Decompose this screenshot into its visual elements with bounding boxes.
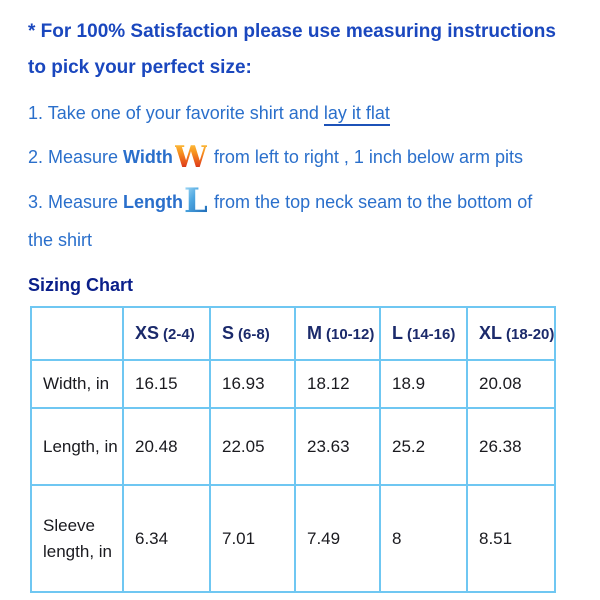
heading-line-2: to pick your perfect size: — [28, 57, 252, 78]
table-cell: 26.38 — [466, 407, 556, 486]
step-1-text: 1. Take one of your favorite shirt and — [28, 103, 324, 123]
table-cell: 20.08 — [466, 359, 556, 409]
table-cell: 16.15 — [122, 359, 211, 409]
table-cell: 7.49 — [294, 484, 381, 593]
length-l-icon: L — [184, 181, 209, 222]
size-label: XS — [135, 323, 160, 343]
sizing-chart-table: XS (2-4) S (6-8) M (10-12) L (14-16) XL (18-2… — [30, 306, 556, 593]
lay-it-flat-underlined-text: lay it flat — [323, 103, 390, 126]
table-cell: 25.2 — [379, 407, 468, 486]
step-3-text-suffix: from the top neck seam to the bottom of — [209, 192, 533, 212]
column-header-l: L (14-16) — [379, 306, 468, 361]
table-cell: 6.34 — [122, 484, 211, 593]
width-keyword: Width — [123, 147, 173, 167]
heading-line-1: * For 100% Satisfaction please use measu… — [28, 21, 556, 42]
table-cell: 22.05 — [209, 407, 296, 486]
size-range: (6-8) — [238, 326, 270, 343]
row-label-length: Length, in — [30, 407, 124, 486]
table-cell: 23.63 — [294, 407, 381, 486]
l-icon-letter: L — [185, 181, 207, 219]
table-cell: 16.93 — [209, 359, 296, 409]
length-keyword: Length — [123, 192, 184, 212]
row-label-width: Width, in — [30, 359, 124, 409]
column-header-xs: XS (2-4) — [122, 306, 211, 361]
size-label: XL — [479, 323, 503, 343]
satisfaction-heading: * For 100% Satisfaction please use measu… — [28, 14, 572, 86]
table-cell: 7.01 — [209, 484, 296, 593]
table-row-width: Width, in 16.15 16.93 18.12 18.9 20.08 — [30, 359, 556, 409]
width-w-icon: W — [172, 139, 209, 175]
size-range: (10-12) — [326, 326, 375, 343]
step-3: 3. Measure Length L from the top neck sea… — [28, 181, 572, 259]
table-header-row: XS (2-4) S (6-8) M (10-12) L (14-16) XL (18-2… — [30, 306, 556, 361]
column-header-xl: XL (18-20) — [466, 306, 556, 361]
row-label-sleeve-length: Sleeve length, in — [30, 484, 124, 593]
column-header-s: S (6-8) — [209, 306, 296, 361]
step-1: 1. Take one of your favorite shirt and l… — [28, 94, 572, 132]
table-cell: 18.12 — [294, 359, 381, 409]
sizing-chart-title: Sizing Chart — [28, 275, 134, 295]
w-icon-letter: W — [175, 140, 207, 174]
size-label: L — [392, 323, 403, 343]
size-label: S — [222, 323, 235, 343]
column-header-m: M (10-12) — [294, 306, 381, 361]
step-3-text: 3. Measure — [28, 192, 124, 212]
size-range: (14-16) — [407, 326, 456, 343]
corner-cell — [30, 306, 124, 361]
size-range: (2-4) — [163, 326, 195, 343]
table-cell: 8.51 — [466, 484, 556, 593]
table-cell: 20.48 — [122, 407, 211, 486]
step-2: 2. Measure Width W from left to right , 1… — [28, 137, 572, 176]
table-row-sleeve-length: Sleeve length, in 6.34 7.01 7.49 8 8.51 — [30, 484, 556, 593]
table-row-length: Length, in 20.48 22.05 23.63 25.2 26.38 — [30, 407, 556, 486]
step-3-text-wrap: the shirt — [28, 230, 93, 250]
table-cell: 18.9 — [379, 359, 468, 409]
table-cell: 8 — [379, 484, 468, 593]
size-range: (18-20) — [506, 326, 555, 343]
size-label: M — [307, 323, 322, 343]
step-2-text: 2. Measure — [28, 147, 124, 167]
step-2-text-suffix: from left to right , 1 inch below arm pi… — [208, 147, 523, 167]
